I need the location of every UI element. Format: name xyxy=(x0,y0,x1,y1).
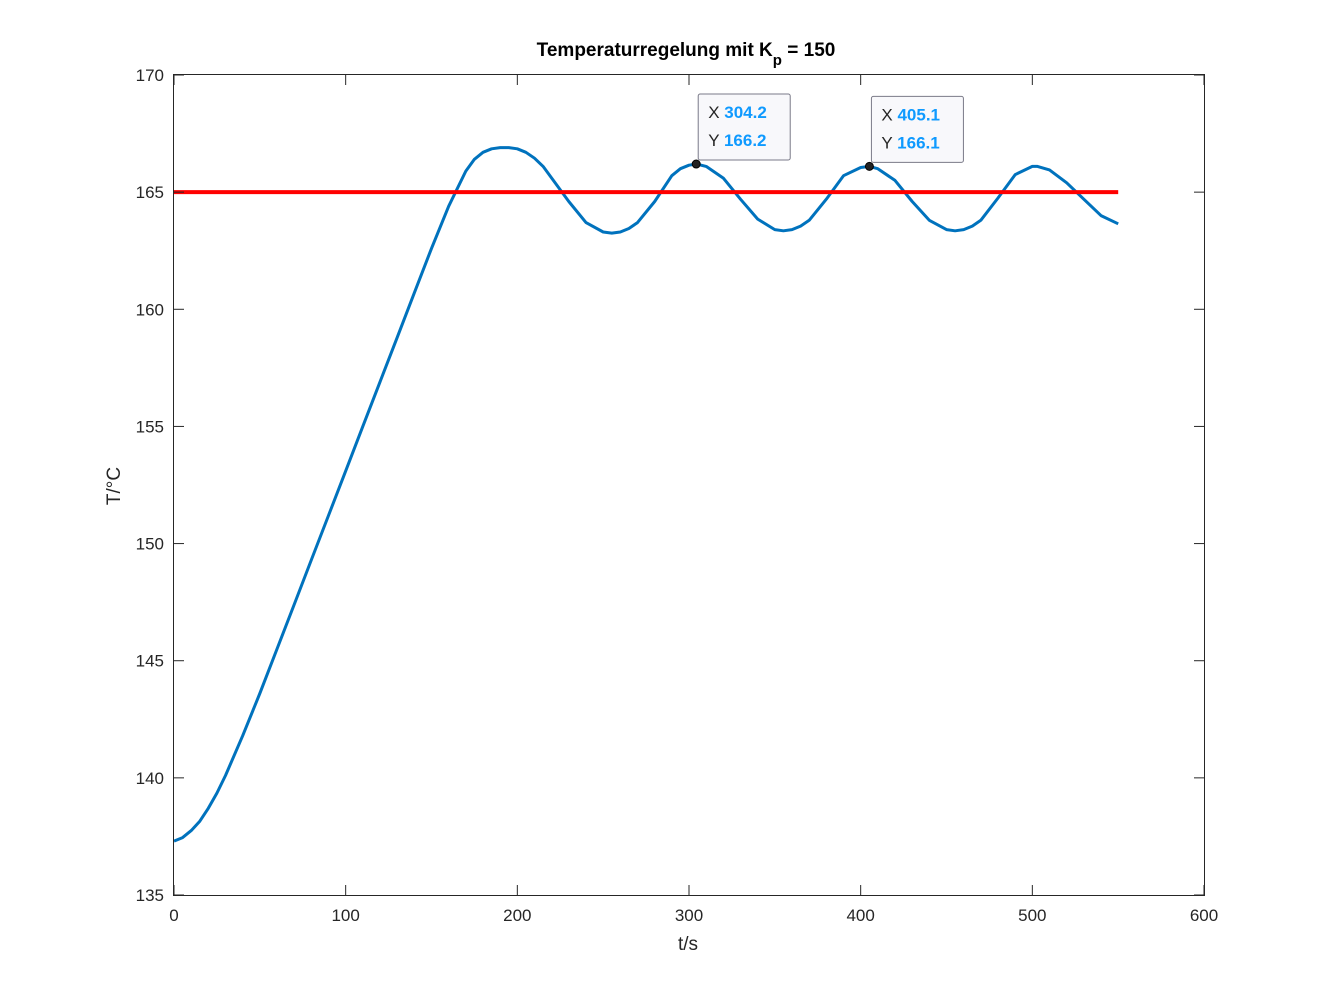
datatip-x-row: X 304.2 xyxy=(708,103,767,122)
datatip-x-value: 304.2 xyxy=(724,103,767,122)
x-tick-label: 200 xyxy=(503,906,531,925)
x-tick-label: 400 xyxy=(846,906,874,925)
chart-title: Temperaturregelung mit Kp = 150 xyxy=(537,40,836,69)
x-tick-label: 0 xyxy=(169,906,178,925)
y-tick-label: 170 xyxy=(136,66,164,85)
datatip-marker[interactable] xyxy=(864,161,874,171)
datatip-layer: X 304.2Y 166.2X 405.1Y 166.1 xyxy=(691,93,964,171)
x-axis-label: t/s xyxy=(678,934,698,955)
y-tick-label: 135 xyxy=(136,886,164,905)
tick-layer: 0 100 200 300 400 500 600 135 140 145 150 155 160 165… xyxy=(136,66,1219,925)
datatip-x-key: X xyxy=(881,105,897,124)
datatip-y-key: Y xyxy=(881,133,897,152)
y-tick-label: 145 xyxy=(136,652,164,671)
plot-layer xyxy=(173,146,1119,843)
chart-title-subscript: p xyxy=(773,52,782,69)
datatip[interactable]: X 405.1Y 166.1 xyxy=(864,95,964,171)
y-tick-label: 165 xyxy=(136,183,164,202)
y-axis-label: T/°C xyxy=(104,467,125,505)
x-tick-label: 500 xyxy=(1018,906,1046,925)
datatip-box xyxy=(870,95,964,163)
datatip-y-value: 166.1 xyxy=(897,133,940,152)
y-tick-label: 155 xyxy=(136,417,164,436)
datatip-x-value: 405.1 xyxy=(897,105,940,124)
x-tick-label: 300 xyxy=(675,906,703,925)
datatip-y-row: Y 166.1 xyxy=(881,133,939,152)
datatip-y-value: 166.2 xyxy=(724,131,767,150)
datatip-box xyxy=(697,93,791,161)
datatip-y-row: Y 166.2 xyxy=(708,131,766,150)
datatip-y-key: Y xyxy=(708,131,724,150)
y-tick-label: 160 xyxy=(136,300,164,319)
datatip-x-row: X 405.1 xyxy=(881,105,940,124)
temperature-series-line xyxy=(173,146,1119,843)
y-tick-label: 140 xyxy=(136,769,164,788)
datatip[interactable]: X 304.2Y 166.2 xyxy=(691,93,791,169)
y-tick-label: 150 xyxy=(136,535,164,554)
datatip-marker[interactable] xyxy=(691,159,701,169)
datatip-x-key: X xyxy=(708,103,724,122)
axes-box xyxy=(173,74,1205,896)
x-tick-label: 600 xyxy=(1190,906,1218,925)
chart-title-rest: = 150 xyxy=(782,40,835,61)
chart-title-main: Temperaturregelung mit K xyxy=(537,40,773,61)
x-tick-label: 100 xyxy=(331,906,359,925)
